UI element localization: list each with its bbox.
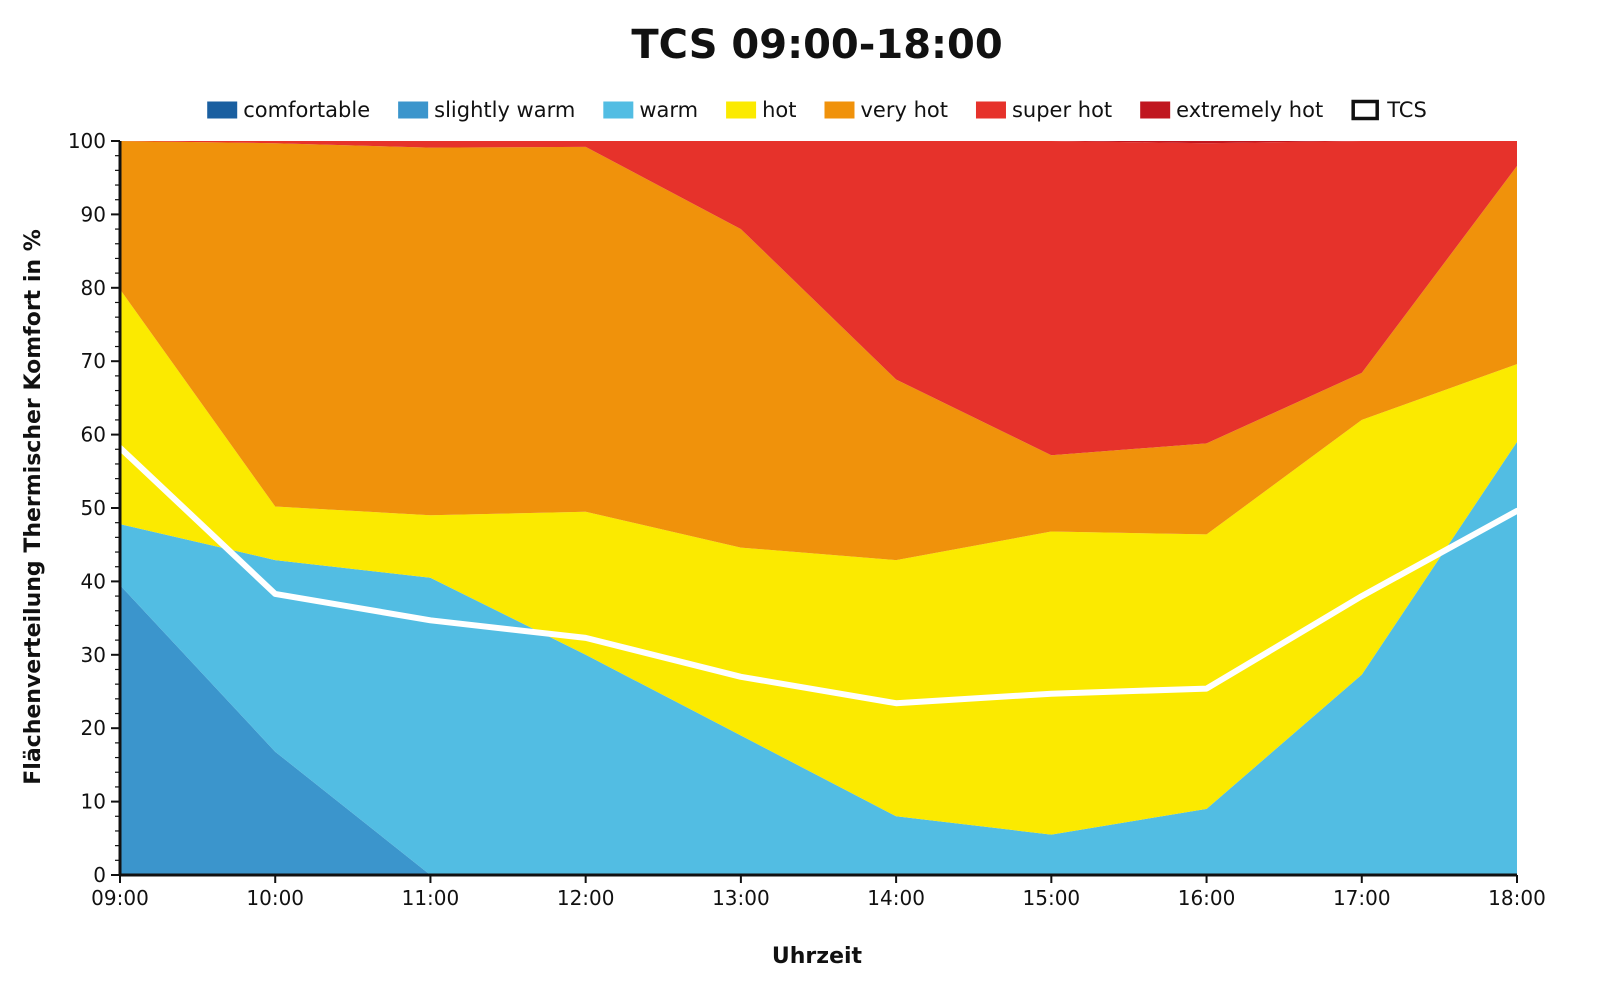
legend-label: extremely hot — [1176, 98, 1323, 122]
legend-swatch — [975, 101, 1006, 119]
y-tick-label: 40 — [81, 569, 106, 593]
legend-label: very hot — [860, 98, 947, 122]
y-axis-label: Flächenverteilung Thermischer Komfort in… — [21, 229, 46, 785]
legend-label: comfortable — [243, 98, 370, 122]
y-tick-label: 20 — [81, 716, 106, 740]
area-warm — [120, 441, 1517, 875]
x-axis-label: Uhrzeit — [772, 944, 863, 969]
legend-item-warm: warm — [603, 98, 698, 122]
y-tick-label: 30 — [81, 643, 106, 667]
legend-label: TCS — [1386, 98, 1427, 122]
y-tick-label: 90 — [81, 202, 106, 226]
y-tick-label: 0 — [93, 863, 106, 887]
stacked-areas — [120, 141, 1517, 875]
legend: comfortable slightly warm warm hot very hot s… — [207, 98, 1427, 122]
legend-label: warm — [639, 98, 698, 122]
tcs-line-group — [117, 444, 1520, 707]
legend-item-hot: hot — [726, 98, 796, 122]
x-tick-label: 13:00 — [712, 886, 770, 910]
y-tick-label: 70 — [81, 349, 106, 373]
legend-swatch — [603, 101, 634, 119]
legend-swatch — [1140, 101, 1171, 119]
legend-item-comfortable: comfortable — [207, 98, 370, 122]
legend-item-slightly-warm: slightly warm — [398, 98, 575, 122]
legend-item-tcs: TCS — [1351, 98, 1427, 122]
legend-swatch — [207, 101, 238, 119]
axes: 0 10 20 30 40 50 60 70 80 90 100 09:00 10:00 11:00 12:… — [68, 129, 1546, 910]
x-tick-label: 10:00 — [246, 886, 304, 910]
x-tick-label: 18:00 — [1488, 886, 1546, 910]
y-tick-label: 10 — [81, 790, 106, 814]
area-hot — [120, 289, 1517, 835]
legend-item-very-hot: very hot — [824, 98, 948, 122]
legend-swatch — [726, 101, 757, 119]
legend-item-extremely-hot: extremely hot — [1140, 98, 1323, 122]
legend-swatch — [398, 101, 429, 119]
x-tick-label: 12:00 — [557, 886, 615, 910]
y-tick-label: 100 — [68, 129, 106, 153]
legend-label: hot — [762, 98, 796, 122]
x-tick-label: 09:00 — [91, 886, 149, 910]
x-tick-label: 11:00 — [402, 886, 460, 910]
legend-swatch — [1351, 99, 1379, 121]
legend-label: slightly warm — [434, 98, 575, 122]
y-tick-label: 80 — [81, 276, 106, 300]
area-extremely-hot — [120, 141, 1517, 144]
legend-swatch — [824, 101, 855, 119]
x-tick-label: 14:00 — [867, 886, 925, 910]
legend-item-super-hot: super hot — [975, 98, 1112, 122]
x-tick-label: 15:00 — [1023, 886, 1081, 910]
y-tick-label: 50 — [81, 496, 106, 520]
chart-title: TCS 09:00-18:00 — [631, 22, 1002, 68]
area-slightly-warm — [120, 585, 1517, 875]
x-tick-label: 16:00 — [1178, 886, 1236, 910]
x-tick-label: 17:00 — [1333, 886, 1391, 910]
tcs-line — [117, 444, 1520, 707]
y-tick-label: 60 — [81, 423, 106, 447]
area-very-hot — [120, 141, 1517, 561]
legend-label: super hot — [1012, 98, 1112, 122]
area-super-hot — [120, 141, 1517, 456]
